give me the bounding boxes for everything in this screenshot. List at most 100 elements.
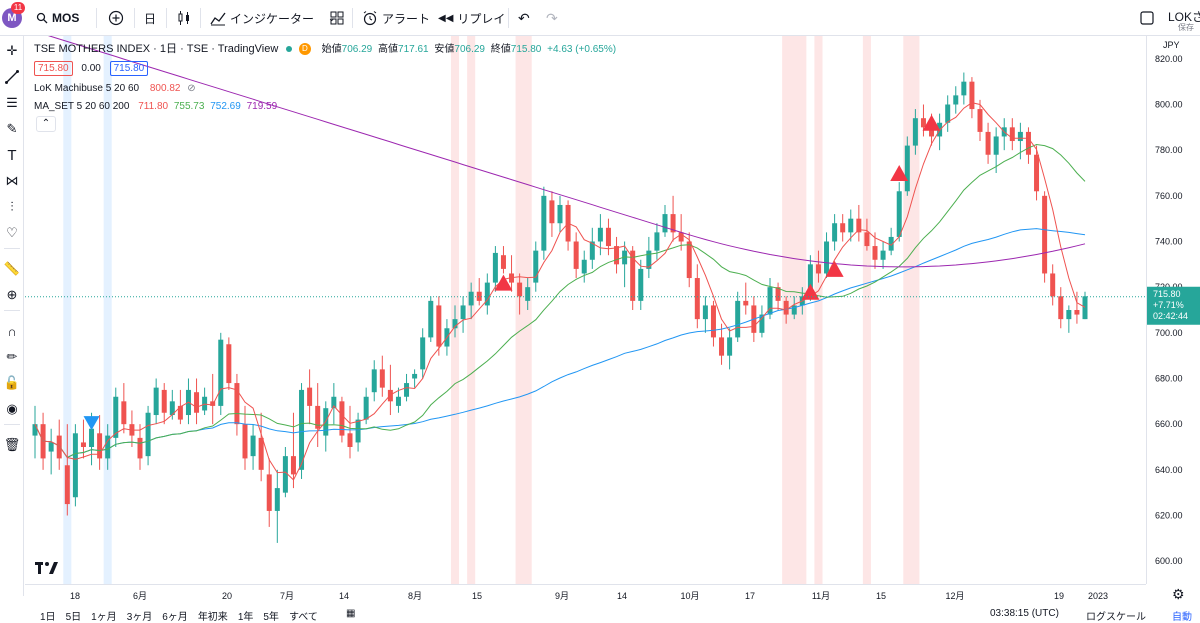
range-button[interactable]: すべて — [288, 612, 318, 623]
layout-name[interactable]: LOKさん — [1168, 10, 1200, 24]
layout-templates-button[interactable] — [330, 0, 344, 36]
ma20-line — [34, 143, 1086, 459]
redo-button[interactable]: ↷ — [546, 0, 558, 36]
hidden-icon[interactable]: ⊘ — [187, 83, 196, 94]
candle-body — [904, 145, 910, 192]
time-tick-label: 18 — [70, 591, 80, 601]
replay-button[interactable]: ◀◀ リプレイ — [438, 0, 505, 36]
sell-signal-arrow — [801, 283, 820, 300]
candle-body — [177, 405, 183, 420]
candle-body — [622, 250, 628, 265]
candle-body — [638, 268, 644, 301]
trendline-tool[interactable] — [0, 66, 24, 88]
range-button[interactable]: 5日 — [65, 612, 82, 623]
indicator-1-value: 800.82 — [149, 83, 181, 94]
text-icon: T — [7, 146, 17, 164]
price-tick-label: 620.00 — [1155, 511, 1183, 521]
time-tick-label: 17 — [745, 591, 755, 601]
time-tick-label: 2023 — [1088, 591, 1108, 601]
time-tick-label: 8月 — [408, 591, 422, 601]
auto-scale-toggle[interactable]: 自動 — [1172, 612, 1192, 623]
eye-icon: ◉ — [6, 401, 18, 416]
range-button[interactable]: 年初来 — [197, 612, 228, 623]
range-button[interactable]: 1日 — [40, 612, 56, 623]
candle-body — [743, 300, 749, 306]
alert-button[interactable]: アラート — [362, 0, 430, 36]
sell-signal-arrow — [922, 114, 941, 131]
time-tick-label: 19 — [1054, 591, 1064, 601]
candle-body — [775, 287, 781, 301]
magnet-tool[interactable]: ∩ — [0, 320, 24, 342]
log-scale-toggle[interactable]: ログスケール — [1086, 612, 1146, 623]
symbol-title[interactable]: TSE MOTHERS INDEX · 1日 · TSE · TradingVi… — [34, 43, 279, 55]
range-button[interactable]: 1年 — [237, 612, 254, 623]
crosshair-tool[interactable]: ✛ — [0, 40, 24, 62]
bid-box[interactable]: 715.80 — [34, 61, 73, 76]
undo-button[interactable]: ↶ — [518, 0, 530, 36]
tradingview-logo[interactable] — [35, 560, 59, 581]
remove-drawings-tool[interactable]: 🗑 — [0, 434, 24, 456]
range-button[interactable]: 1ヶ月 — [91, 612, 117, 623]
prediction-tool[interactable]: ⫶ — [0, 196, 24, 218]
fib-tool[interactable]: ☰ — [0, 92, 24, 114]
ma20-value: 755.73 — [173, 101, 205, 112]
interval-label: 日 — [144, 11, 157, 26]
pattern-tool[interactable]: ⋈ — [0, 170, 24, 192]
ma200-value: 719.59 — [246, 101, 278, 112]
trash-icon: 🗑 — [3, 437, 21, 452]
chart-settings-button[interactable]: ⚙ — [1172, 586, 1185, 603]
gear-icon: ⚙ — [1172, 586, 1185, 602]
candle-body — [404, 383, 410, 397]
fib-lines-icon: ☰ — [6, 95, 18, 110]
range-button[interactable]: 5年 — [263, 612, 279, 623]
candle-body — [807, 264, 813, 297]
brush-icon: ✎ — [6, 121, 18, 136]
crosshair-icon: ✛ — [6, 43, 18, 58]
layout-menu[interactable] — [1140, 0, 1154, 36]
candle-body — [1025, 131, 1031, 155]
visibility-tool[interactable]: ◉ — [0, 398, 24, 420]
highlight-band — [862, 36, 871, 584]
zoom-tool[interactable]: ⊕ — [0, 284, 24, 306]
ruler-tool[interactable]: 📏 — [0, 258, 24, 280]
candle-body — [371, 369, 377, 393]
price-chart[interactable] — [25, 30, 1146, 584]
chart-pane[interactable] — [25, 30, 1146, 584]
collapse-legend-button[interactable]: ⌃ — [36, 116, 56, 132]
indicators-button[interactable]: インジケーター ⌄ — [210, 0, 336, 36]
candle-body — [282, 456, 288, 493]
text-tool[interactable]: T — [0, 144, 24, 166]
interval-button[interactable]: 日 — [144, 0, 156, 36]
candle-body — [242, 424, 248, 459]
grid-icon — [330, 11, 344, 25]
indicators-label: インジケーター — [230, 11, 315, 26]
chart-type-button[interactable] — [176, 0, 192, 36]
utc-clock[interactable]: 03:38:15 (UTC) — [990, 608, 1059, 619]
indicator-legend-2[interactable]: MA_SET 5 20 60 200 711.80 755.73 752.69 … — [34, 101, 277, 112]
price-axis[interactable]: JPY 820.00800.00780.00760.00740.00720.00… — [1146, 36, 1200, 584]
candle-body — [686, 241, 692, 279]
candle-body — [153, 387, 159, 416]
replay-label: リプレイ — [457, 11, 506, 26]
legend-header: TSE MOTHERS INDEX · 1日 · TSE · TradingVi… — [34, 40, 616, 56]
candle-body — [1009, 127, 1015, 142]
candle-body — [363, 396, 369, 420]
candle-body — [274, 488, 280, 511]
stay-drawing-tool[interactable]: ✏ — [0, 346, 24, 368]
compare-button[interactable] — [108, 0, 124, 36]
symbol-search[interactable]: MOS — [36, 0, 79, 36]
candle-body — [864, 232, 870, 247]
time-axis[interactable]: 18 6月 20 7月 14 8月 15 9月 14 10月 17 11月 15 12月 19 2023 — [25, 584, 1146, 606]
range-button[interactable]: 6ヶ月 — [162, 612, 188, 623]
brush-tool[interactable]: ✎ — [0, 118, 24, 140]
date-range-button[interactable]: ▦ — [346, 608, 355, 619]
favorites-tool[interactable]: ♡ — [0, 222, 24, 244]
layout-save-status: 保存 — [1178, 23, 1194, 32]
candle-body — [832, 223, 838, 242]
lock-tool[interactable]: 🔓 — [0, 372, 24, 394]
time-tick-label: 12月 — [945, 591, 964, 601]
ask-box[interactable]: 715.80 — [109, 61, 149, 76]
indicator-legend-1[interactable]: LoK Machibuse 5 20 60 800.82 ⊘ — [34, 83, 196, 94]
range-button[interactable]: 3ヶ月 — [126, 612, 153, 623]
candle-body — [597, 227, 603, 242]
